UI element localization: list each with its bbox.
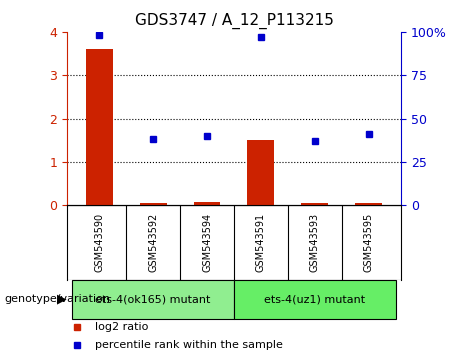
Text: GSM543595: GSM543595	[364, 213, 374, 272]
Bar	[234, 280, 396, 319]
Title: GDS3747 / A_12_P113215: GDS3747 / A_12_P113215	[135, 13, 333, 29]
Bar	[72, 280, 234, 319]
Bar	[140, 203, 166, 205]
Text: GSM543592: GSM543592	[148, 213, 158, 272]
Text: GSM543594: GSM543594	[202, 213, 212, 272]
Text: genotype/variation: genotype/variation	[5, 294, 111, 304]
Bar	[248, 140, 274, 205]
Text: ▶: ▶	[58, 293, 67, 306]
Text: GSM543593: GSM543593	[310, 213, 320, 272]
Text: GSM543590: GSM543590	[94, 213, 104, 272]
Bar	[355, 203, 382, 205]
Text: GSM543591: GSM543591	[256, 213, 266, 272]
Text: percentile rank within the sample: percentile rank within the sample	[95, 340, 283, 350]
Text: ets-4(uz1) mutant: ets-4(uz1) mutant	[264, 294, 366, 304]
Text: ets-4(ok165) mutant: ets-4(ok165) mutant	[95, 294, 211, 304]
Bar	[194, 202, 220, 205]
Bar	[86, 49, 112, 205]
Bar	[301, 203, 328, 205]
Text: log2 ratio: log2 ratio	[95, 322, 148, 332]
